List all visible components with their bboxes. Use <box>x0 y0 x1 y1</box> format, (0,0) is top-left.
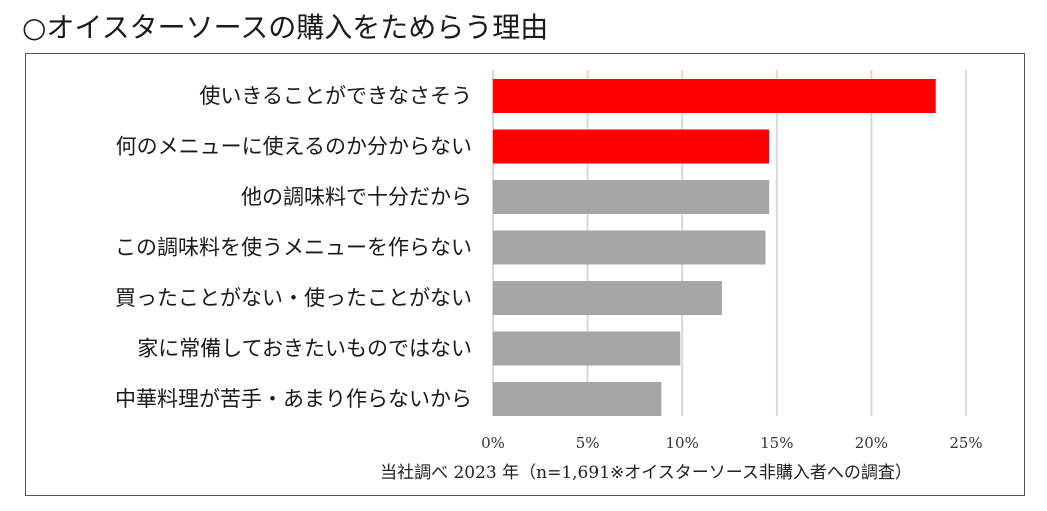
category-labels: 使いきることができなさそう何のメニューに使えるのか分からない他の調味料で十分だか… <box>115 84 472 411</box>
bar <box>493 382 662 416</box>
category-label: 他の調味料で十分だから <box>241 185 472 209</box>
x-tick-label: 0% <box>481 434 505 452</box>
bar <box>493 331 681 366</box>
category-label: 中華料理が苦手・あまり作らないから <box>115 387 472 411</box>
x-tick-label: 5% <box>576 434 600 452</box>
source-note: 当社調べ 2023 年（n=1,691※オイスターソース非購入者への調査） <box>380 463 912 483</box>
bar-chart: 使いきることができなさそう何のメニューに使えるのか分からない他の調味料で十分だか… <box>115 70 983 483</box>
category-label: 買ったことがない・使ったことがない <box>115 286 472 310</box>
bar <box>493 129 770 164</box>
category-label: 使いきることができなさそう <box>199 84 472 108</box>
page-title: ○オイスターソースの購入をためらう理由 <box>22 11 549 44</box>
category-label: この調味料を使うメニューを作らない <box>115 236 472 260</box>
x-tick-labels: 0% 5% 10% 15% 20% 25% <box>481 434 983 452</box>
x-tick-label: 25% <box>949 434 982 452</box>
bar <box>493 180 770 214</box>
x-tick-label: 15% <box>760 434 793 452</box>
bar <box>493 230 766 265</box>
bar <box>493 79 936 113</box>
chart-frame: 使いきることができなさそう何のメニューに使えるのか分からない他の調味料で十分だか… <box>25 53 1025 496</box>
bar <box>493 281 722 315</box>
category-label: 何のメニューに使えるのか分からない <box>116 135 472 159</box>
category-label: 家に常備しておきたいものではない <box>137 337 472 361</box>
bars <box>493 79 936 416</box>
x-tick-label: 10% <box>666 434 699 452</box>
x-tick-label: 20% <box>855 434 888 452</box>
